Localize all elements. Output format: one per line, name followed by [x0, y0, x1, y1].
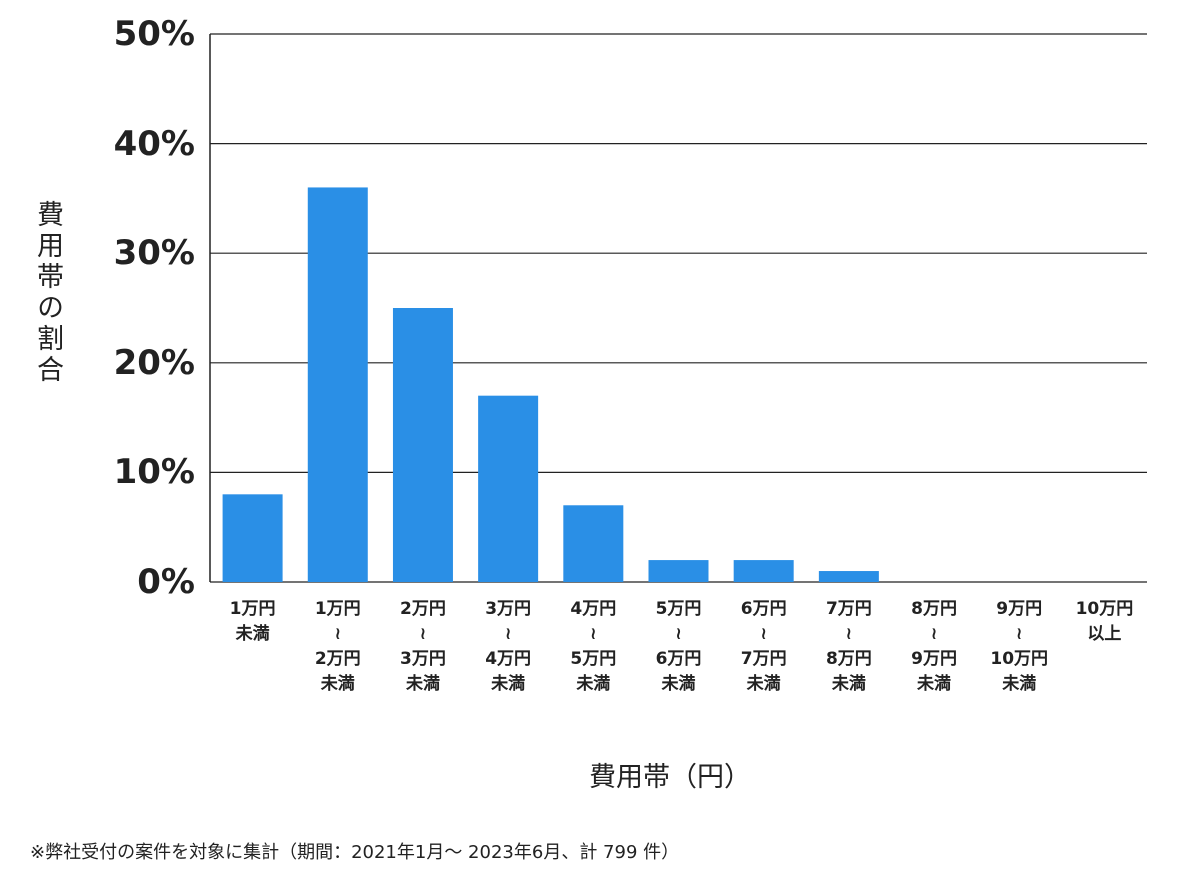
x-tick-label-line: 未満	[405, 674, 440, 694]
x-tick-label-line: ≀	[845, 624, 853, 644]
x-tick-label-line: 6万円	[655, 649, 702, 669]
x-tick-label-line: 未満	[831, 674, 866, 694]
x-tick-label: 8万円 ≀ 9万円未満	[892, 597, 976, 697]
x-tick-label: 10万円以上	[1062, 597, 1146, 647]
x-tick-label-line: 未満	[491, 674, 526, 694]
y-tick-label: 20%	[113, 342, 195, 383]
x-tick-label-line: 9万円	[911, 649, 957, 669]
bar	[648, 560, 709, 582]
x-tick-label-line: 未満	[320, 674, 355, 694]
x-tick-label-line: 未満	[746, 674, 781, 694]
x-tick-label-line: 10万円	[1075, 599, 1134, 619]
x-tick-label-line: 2万円	[400, 599, 446, 619]
y-tick-label: 30%	[113, 233, 195, 274]
x-axis-label: 費用帯（円）	[589, 762, 751, 793]
x-tick-label-line: 6万円	[740, 599, 787, 619]
x-tick-label-line: 未満	[235, 624, 270, 644]
x-tick-label-line: 7万円	[825, 599, 872, 619]
x-tick-label-line: 4万円	[485, 649, 532, 669]
x-tick-label: 3万円 ≀ 4万円未満	[466, 597, 550, 697]
x-tick-label: 6万円 ≀ 7万円未満	[722, 597, 806, 697]
bar	[307, 187, 368, 582]
x-tick-label-line: 未満	[661, 674, 696, 694]
x-tick-label: 2万円 ≀ 3万円未満	[381, 597, 465, 697]
y-tick-label: 40%	[113, 123, 195, 164]
bar	[478, 395, 539, 582]
x-tick-label-line: ≀	[334, 624, 341, 644]
bar	[222, 494, 283, 582]
x-tick-label: 9万円 ≀ 10万円未満	[977, 597, 1061, 697]
x-tick-label-line: 3万円	[485, 599, 532, 619]
x-tick-label: 7万円 ≀ 8万円未満	[807, 597, 891, 697]
x-tick-label-line: ≀	[1016, 624, 1023, 644]
x-tick-label-line: 8万円	[911, 599, 957, 619]
footnote: ※弊社受付の案件を対象に集計（期間：2021年1月～ 2023年6月、計 799…	[30, 842, 680, 863]
x-tick-label-line: 未満	[576, 674, 611, 694]
x-tick-label-line: 10万円	[990, 649, 1049, 669]
x-tick-label-line: ≀	[419, 624, 427, 644]
bar	[733, 560, 794, 582]
y-tick-label: 0%	[137, 562, 195, 602]
x-tick-label-line: 4万円	[570, 599, 617, 619]
y-tick-label: 10%	[113, 452, 195, 493]
x-tick-label: 1万円未満	[211, 597, 295, 647]
x-tick-label-line: ≀	[760, 624, 767, 644]
x-tick-label-line: 1万円	[229, 599, 276, 619]
x-tick-label: 5万円 ≀ 6万円未満	[637, 597, 721, 697]
x-tick-label-line: 8万円	[825, 649, 872, 669]
x-tick-label-line: 3万円	[400, 649, 446, 669]
x-tick-label-line: ≀	[590, 624, 597, 644]
x-tick-label-line: 5万円	[655, 599, 702, 619]
y-tick-label: 50%	[113, 14, 195, 54]
x-tick-label-line: 以上	[1087, 624, 1122, 644]
x-tick-label: 1万円 ≀ 2万円未満	[296, 597, 380, 697]
x-tick-label-line: 7万円	[740, 649, 787, 669]
x-tick-label-line: 未満	[1002, 674, 1037, 694]
bar	[392, 308, 453, 582]
y-axis-label: 費用帯の割合	[32, 200, 63, 386]
x-tick-label-line: ≀	[504, 624, 512, 644]
x-tick-label-line: 未満	[917, 674, 952, 694]
bar	[563, 505, 624, 582]
x-tick-label-line: ≀	[930, 624, 938, 644]
x-tick-label-line: ≀	[675, 624, 682, 644]
x-tick-label-line: 9万円	[996, 599, 1043, 619]
bar	[818, 571, 879, 582]
x-tick-label-line: 1万円	[314, 599, 361, 619]
x-tick-label: 4万円 ≀ 5万円未満	[551, 597, 635, 697]
x-tick-label-line: 5万円	[570, 649, 617, 669]
x-tick-label-line: 2万円	[314, 649, 361, 669]
